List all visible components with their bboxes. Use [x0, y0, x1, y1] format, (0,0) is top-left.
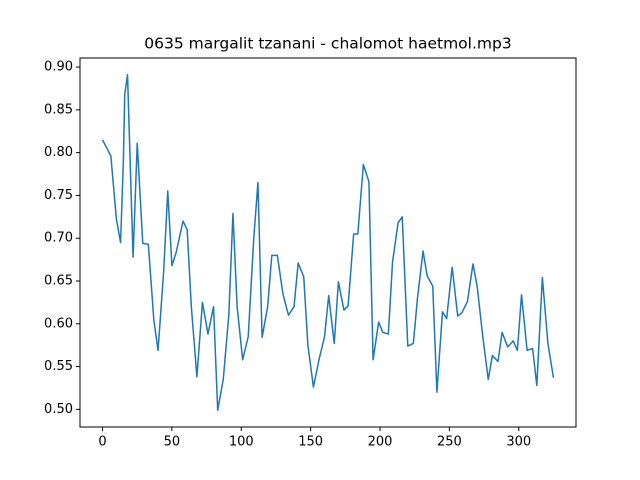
- x-tick-label: 200: [368, 435, 393, 450]
- x-tick-label: 150: [298, 435, 323, 450]
- y-tick-label: 0.80: [44, 145, 73, 160]
- y-tick-label: 0.90: [44, 60, 73, 75]
- x-tick-label: 50: [164, 435, 181, 450]
- axes-frame: [79, 57, 577, 428]
- x-tick-label: 250: [437, 435, 462, 450]
- y-tick-label: 0.85: [44, 102, 73, 117]
- data-line: [101, 74, 555, 411]
- x-tick-label: 100: [229, 435, 254, 450]
- y-tick-label: 0.50: [44, 402, 73, 417]
- y-tick-label: 0.70: [44, 231, 73, 246]
- x-tick-label: 300: [506, 435, 531, 450]
- y-tick-label: 0.60: [44, 316, 73, 331]
- chart-title: 0635 margalit tzanani - chalomot haetmol…: [144, 35, 511, 53]
- x-tick-label: 0: [98, 435, 106, 450]
- y-tick-label: 0.55: [44, 359, 73, 374]
- y-tick-label: 0.65: [44, 274, 73, 289]
- y-tick-label: 0.75: [44, 188, 73, 203]
